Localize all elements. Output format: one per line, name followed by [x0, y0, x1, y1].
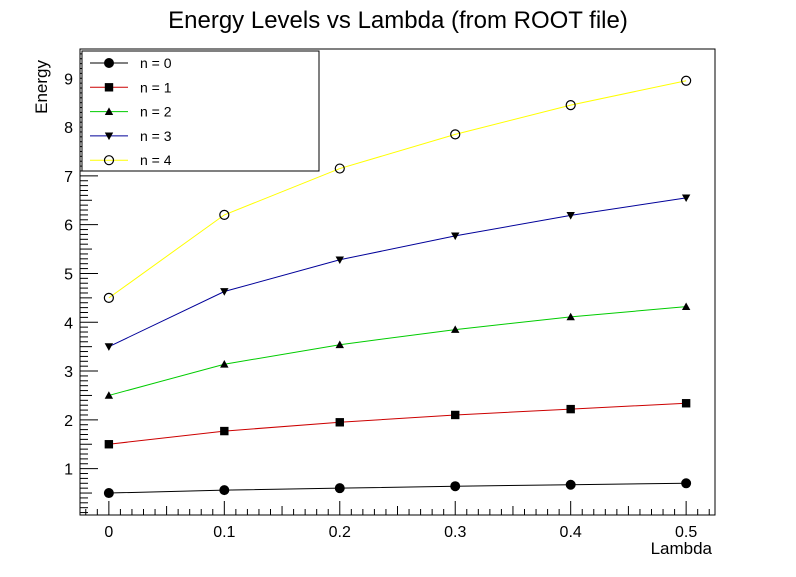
legend-marker [104, 83, 114, 92]
data-point [566, 312, 575, 321]
data-point [103, 488, 114, 499]
legend-marker [104, 58, 114, 68]
x-tick-label: 0.2 [329, 524, 351, 541]
legend-item: n = 0 [90, 55, 172, 71]
data-point [335, 340, 344, 349]
series-3 [104, 194, 691, 351]
series-2 [104, 302, 691, 399]
data-point [681, 194, 691, 203]
x-tick-label: 0.3 [444, 524, 466, 541]
legend-label: n = 2 [140, 104, 172, 120]
x-tick-label: 0 [104, 524, 113, 541]
y-tick-label: 3 [64, 364, 73, 381]
y-tick-label: 6 [64, 218, 73, 235]
data-point [334, 163, 345, 174]
data-point [566, 212, 575, 220]
x-tick-label: 0.1 [213, 524, 235, 541]
data-point [334, 483, 345, 494]
series-4 [103, 75, 692, 303]
series-1 [104, 399, 691, 449]
legend-item: n = 4 [90, 152, 172, 168]
data-point [219, 209, 230, 221]
legend-label: n = 1 [140, 79, 172, 95]
series-line [108, 482, 687, 494]
series-line [108, 197, 687, 348]
data-point [335, 256, 344, 264]
data-point [681, 302, 691, 311]
legend-label: n = 3 [140, 128, 172, 144]
y-tick-label: 2 [64, 413, 73, 430]
data-point [104, 343, 114, 351]
data-point [450, 129, 461, 140]
series-0 [103, 478, 692, 499]
data-point [220, 288, 229, 296]
data-point [681, 75, 692, 86]
data-point [451, 325, 460, 333]
legend-marker [103, 155, 115, 166]
legend-label: n = 4 [140, 152, 172, 168]
data-point [566, 404, 575, 414]
data-point [220, 426, 229, 436]
data-point [681, 478, 692, 489]
data-point [450, 481, 461, 492]
y-tick-label: 5 [64, 266, 73, 283]
y-axis-label: Energy [32, 60, 51, 114]
data-point [219, 485, 230, 496]
legend-marker [104, 107, 114, 115]
legend-marker [104, 132, 114, 141]
legend-item: n = 1 [90, 79, 172, 95]
x-axis-label: Lambda [651, 539, 713, 558]
x-tick-label: 0.4 [560, 524, 582, 541]
plot-area: 0 0.1 0.2 0.3 0.4 0.5 1 2 3 4 5 6 7 8 9 n = 0 n = 1 n = 2… [64, 48, 716, 541]
data-point [335, 418, 344, 427]
y-tick-label: 9 [64, 71, 73, 88]
legend-box [81, 50, 320, 172]
data-point [451, 232, 460, 241]
data-point [565, 479, 576, 490]
data-point [681, 399, 691, 408]
chart-title: Energy Levels vs Lambda (from ROOT file) [168, 7, 628, 34]
series-line [108, 306, 687, 396]
x-tick-label: 0.5 [675, 524, 697, 541]
data-point [104, 440, 114, 449]
data-point [451, 410, 460, 420]
data-point [104, 391, 114, 399]
series-line [108, 402, 687, 445]
legend-item: n = 3 [90, 128, 172, 144]
y-tick-label: 7 [64, 169, 73, 186]
data-point [565, 100, 576, 111]
data-point [220, 360, 229, 368]
legend-item: n = 2 [90, 104, 172, 120]
legend: n = 0 n = 1 n = 2 n = 3 n = 4 [81, 50, 320, 172]
y-tick-label: 8 [64, 120, 73, 137]
y-tick-label: 1 [64, 462, 73, 479]
legend-label: n = 0 [140, 55, 172, 71]
series-line [108, 80, 687, 299]
data-point [103, 292, 114, 303]
y-tick-label: 4 [64, 315, 73, 332]
